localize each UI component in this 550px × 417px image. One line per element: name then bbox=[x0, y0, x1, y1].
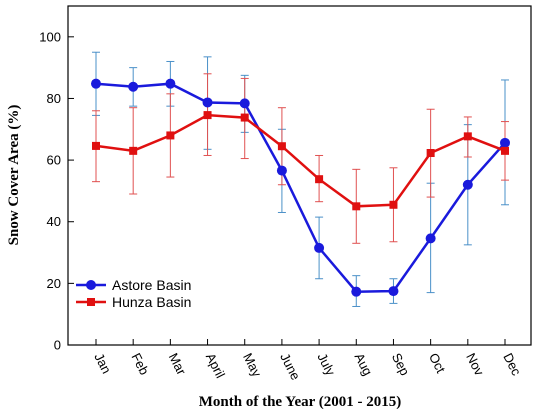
data-point bbox=[351, 286, 362, 297]
x-tick-label: Aug bbox=[352, 351, 376, 378]
y-tick-label: 60 bbox=[47, 153, 61, 168]
x-tick-label: Dec bbox=[500, 351, 524, 379]
series-markers bbox=[91, 78, 510, 297]
data-point bbox=[352, 202, 361, 211]
x-tick-label: June bbox=[277, 351, 303, 383]
series-line-hunza-basin bbox=[95, 113, 506, 208]
data-point bbox=[314, 242, 325, 253]
data-point bbox=[389, 200, 398, 209]
y-tick-label: 40 bbox=[47, 214, 61, 229]
data-point bbox=[239, 98, 250, 109]
series-lines bbox=[95, 82, 506, 293]
x-axis-title: Month of the Year (2001 - 2015) bbox=[199, 394, 401, 410]
plot-frame bbox=[67, 5, 532, 346]
y-axis-title: Snow Cover Area (%) bbox=[6, 105, 22, 246]
x-tick-label: May bbox=[240, 351, 265, 380]
y-tick-label: 0 bbox=[54, 338, 61, 353]
x-tick-label: Jan bbox=[91, 351, 114, 376]
data-point bbox=[128, 81, 139, 92]
data-point bbox=[91, 78, 101, 89]
data-point bbox=[425, 233, 436, 244]
data-point bbox=[203, 111, 212, 120]
data-point bbox=[426, 149, 435, 158]
x-tick-label: Sep bbox=[389, 351, 413, 378]
y-tick-label: 20 bbox=[47, 276, 61, 291]
series-line-astore-basin bbox=[95, 82, 506, 293]
data-point bbox=[276, 165, 287, 176]
y-axis: 0 20 40 60 80 100 bbox=[39, 29, 74, 353]
data-point bbox=[500, 137, 510, 148]
data-point bbox=[165, 78, 176, 89]
legend-label: Hunza Basin bbox=[112, 294, 191, 310]
x-tick-label: Oct bbox=[426, 351, 449, 376]
data-point bbox=[240, 113, 249, 122]
y-tick-label: 80 bbox=[47, 91, 61, 106]
x-tick-label: July bbox=[314, 351, 338, 379]
x-tick-label: Mar bbox=[166, 351, 190, 378]
y-tick-label: 100 bbox=[39, 29, 61, 44]
legend-marker bbox=[87, 298, 95, 306]
data-point bbox=[202, 97, 213, 108]
legend-marker bbox=[86, 280, 96, 290]
data-point bbox=[277, 142, 286, 151]
x-tick-label: Nov bbox=[463, 351, 487, 379]
data-point bbox=[129, 146, 138, 155]
x-tick-label: Feb bbox=[129, 351, 153, 378]
error-bars bbox=[92, 51, 509, 307]
data-point bbox=[315, 175, 324, 184]
data-point bbox=[462, 179, 473, 190]
data-point bbox=[92, 141, 100, 150]
data-point bbox=[388, 286, 399, 297]
data-point bbox=[463, 132, 472, 141]
data-point bbox=[166, 131, 175, 140]
x-tick-label: April bbox=[203, 351, 228, 381]
data-point bbox=[501, 146, 509, 155]
legend-label: Astore Basin bbox=[112, 277, 191, 293]
